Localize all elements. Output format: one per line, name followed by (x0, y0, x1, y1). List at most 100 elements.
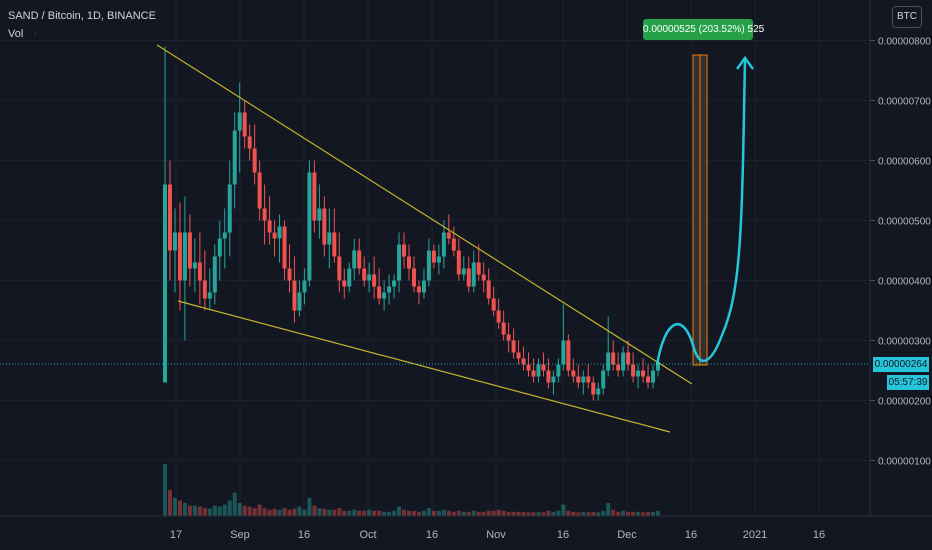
candle-body (446, 232, 451, 239)
volume-bar (451, 511, 456, 516)
volume-bar (446, 510, 451, 516)
volume-bar (636, 511, 641, 516)
volume-bar (377, 510, 382, 516)
candle-body (531, 370, 536, 377)
candle-body (237, 112, 242, 131)
currency-button[interactable]: BTC (892, 6, 922, 28)
candle-body (426, 250, 431, 281)
volume-bar (322, 508, 327, 516)
candle-body (571, 370, 576, 377)
candle-body (217, 238, 222, 257)
last-price-tag: 0.00000264 (873, 357, 929, 372)
candle-body (631, 364, 636, 377)
candle-body (431, 250, 436, 263)
wedge-lower-line[interactable] (177, 300, 671, 433)
candle-body (267, 220, 272, 233)
volume-bar (521, 511, 526, 516)
volume-bar (581, 511, 586, 516)
volume-bar (501, 510, 506, 516)
candle-body (312, 172, 317, 221)
volume-bar (207, 508, 212, 516)
volume-bar (242, 505, 247, 516)
volume-bar (441, 509, 446, 516)
volume-bar (267, 509, 272, 516)
candle-body (436, 256, 441, 263)
chart-legend: SAND / Bitcoin, 1D, BINANCE Vol · (8, 9, 156, 41)
x-tick-label: 16 (298, 529, 310, 541)
time-axis[interactable]: 17 Sep 16 Oct 16 Nov 16 Dec 16 2021 16 (170, 529, 825, 541)
candle-body (262, 208, 267, 221)
candle-body (163, 184, 167, 383)
volume-bar (541, 512, 546, 516)
candle-body (357, 250, 362, 269)
candle-body (451, 238, 456, 251)
y-tick-label: 0.00000500 (878, 217, 931, 228)
volume-bar (392, 510, 397, 516)
candle-body (471, 262, 476, 287)
candle-body (337, 256, 342, 281)
candle-body (641, 370, 646, 377)
volume-bar (257, 504, 262, 516)
candle-body (292, 280, 297, 311)
candle-body (596, 388, 601, 395)
volume-bar (516, 511, 521, 516)
volume-bar (546, 510, 551, 516)
y-tick-label: 0.00000200 (878, 397, 931, 408)
candle-body (202, 280, 207, 299)
volume-bar (566, 510, 571, 516)
price-axis[interactable]: 0.00000800 0.00000700 0.00000600 0.00000500… (870, 37, 931, 468)
drawings[interactable] (156, 44, 755, 433)
x-tick-label: 17 (170, 529, 182, 541)
volume-bar (327, 509, 332, 516)
volume-bar (232, 492, 237, 516)
candle-body (327, 232, 332, 245)
candle-body (511, 340, 516, 353)
volume-bar (197, 506, 202, 516)
candle-body (197, 262, 202, 281)
candle-body (192, 262, 197, 269)
y-tick-label: 0.00000400 (878, 277, 931, 288)
volume-bar (616, 511, 621, 516)
candle-body (392, 280, 397, 287)
candle-body (516, 352, 521, 359)
candle-body (411, 268, 416, 287)
volume-bar (506, 511, 511, 516)
volume-bar (631, 511, 636, 516)
candle-body (441, 232, 446, 257)
candle-body (546, 370, 551, 383)
volume-bar (611, 509, 616, 516)
candle-body (576, 376, 581, 383)
volume-bar (177, 500, 182, 516)
candle-body (416, 286, 421, 293)
volume-bar (187, 505, 192, 516)
volume-bar (292, 508, 297, 516)
y-tick-label: 0.00000700 (878, 97, 931, 108)
candle-body (636, 370, 641, 377)
candle-body (646, 376, 651, 383)
candle-body (526, 364, 531, 371)
candle-body (242, 112, 247, 137)
volume-bar (456, 510, 461, 516)
candle-body (307, 172, 312, 281)
volume-bar (586, 512, 591, 516)
x-tick-label: 16 (557, 529, 569, 541)
symbol-title[interactable]: SAND / Bitcoin, 1D, BINANCE (8, 10, 156, 22)
candle-body (382, 292, 387, 299)
x-tick-label: Dec (617, 529, 637, 541)
candle-body (207, 292, 212, 299)
candle-body (402, 244, 407, 257)
candle-body (247, 136, 252, 149)
candle-body (187, 232, 192, 269)
candle-body (591, 382, 596, 395)
volume-bar (576, 512, 581, 516)
volume-bar (496, 509, 501, 516)
projection-arrow[interactable] (655, 57, 747, 366)
volume-indicator-label[interactable]: Vol (8, 28, 24, 40)
y-tick-label: 0.00000600 (878, 157, 931, 168)
wedge-upper-line[interactable] (156, 44, 693, 385)
candle-body (421, 280, 426, 293)
candle-body (287, 268, 292, 281)
y-tick-label: 0.00000100 (878, 457, 931, 468)
volume-bar (222, 504, 227, 516)
